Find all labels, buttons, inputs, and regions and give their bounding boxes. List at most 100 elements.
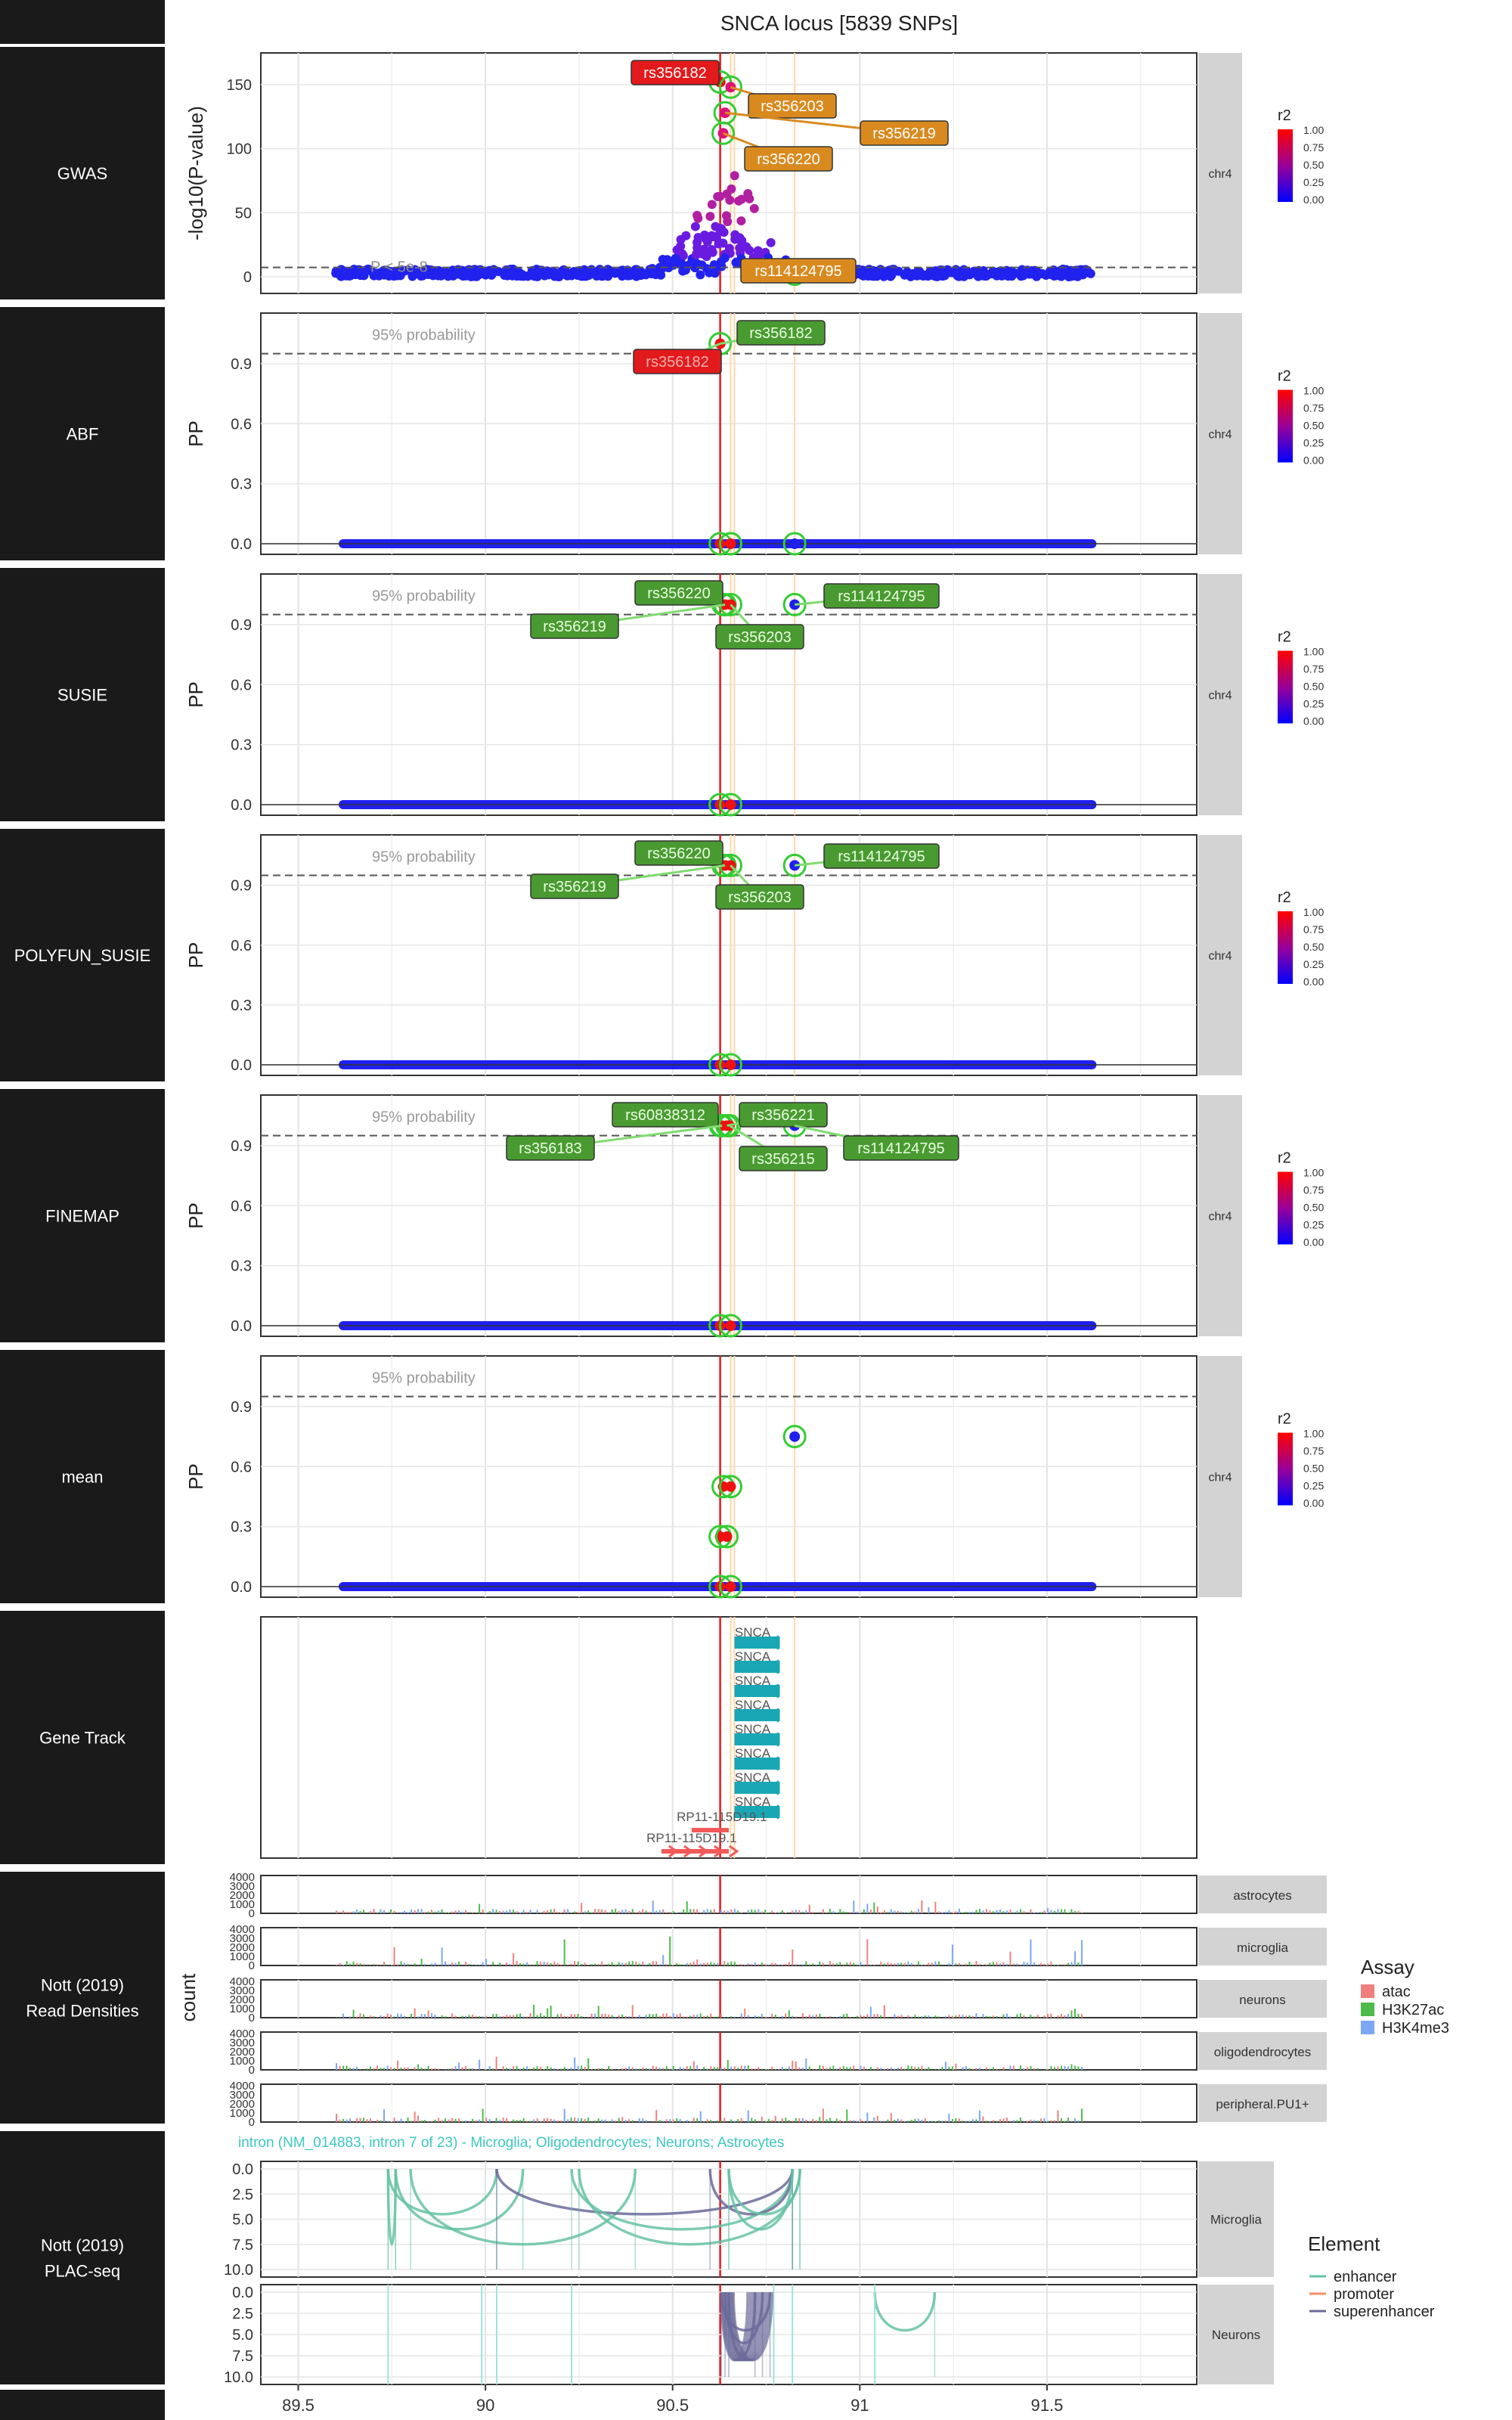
density-bar <box>921 1900 923 1913</box>
pp-threshold-annotation: 95% probability <box>372 1109 476 1126</box>
snp-label: rs356203 <box>761 98 823 115</box>
density-bar <box>1077 2120 1080 2122</box>
density-bar <box>1005 1963 1008 1965</box>
density-bar <box>767 2017 770 2018</box>
strand-arrow <box>767 1683 780 1699</box>
density-bar <box>910 2066 912 2070</box>
y-tick-label: 1000 <box>230 1898 255 1911</box>
density-bar <box>683 2121 685 2122</box>
interaction-arc <box>495 2168 794 2216</box>
credible-snp-point <box>789 1431 801 1442</box>
density-bar <box>655 2110 658 2122</box>
density-bar <box>887 2017 889 2018</box>
density-bar <box>937 1911 940 1913</box>
density-bar <box>1019 2118 1021 2122</box>
density-bar <box>342 2013 345 2018</box>
density-bar <box>495 2118 497 2122</box>
density-bar <box>536 1910 538 1913</box>
density-bar <box>628 2016 631 2018</box>
density-bar <box>370 1911 372 1913</box>
density-bar <box>710 1910 712 1913</box>
density-bar <box>513 1910 515 1913</box>
panel-plac-seq: intron (NM_014883, intron 7 of 23) - Mic… <box>224 2135 1274 2386</box>
snp-point <box>708 247 717 257</box>
density-bar <box>832 1911 835 1913</box>
density-bar <box>438 2068 440 2070</box>
density-bar <box>615 2017 617 2018</box>
density-bar <box>686 2016 688 2018</box>
facet-strip-label: chr4 <box>1208 950 1232 963</box>
density-bar <box>740 2013 742 2018</box>
density-bar <box>411 2013 413 2018</box>
density-bar <box>1005 1910 1008 1913</box>
density-bar <box>774 2069 776 2070</box>
density-bar <box>414 1910 416 1913</box>
density-bar <box>581 2015 583 2018</box>
density-bar <box>706 2015 708 2018</box>
density-bar <box>740 2065 742 2070</box>
y-tick-label: 0 <box>249 2012 255 2024</box>
density-bar <box>604 1910 606 1913</box>
density-bar <box>751 2118 753 2122</box>
density-bar <box>434 1911 436 1913</box>
density-bar <box>941 2067 943 2070</box>
density-bar <box>798 1910 801 1913</box>
density-bar <box>400 2118 402 2122</box>
density-bar <box>941 2121 943 2122</box>
density-bar <box>798 2118 801 2122</box>
density-bar <box>339 2119 341 2122</box>
density-bar <box>958 1963 960 1965</box>
density-bar <box>597 2006 600 2018</box>
snp-point <box>1003 271 1013 281</box>
density-bar <box>795 1910 797 1913</box>
density-bar <box>751 2068 753 2070</box>
density-bar <box>869 1909 872 1913</box>
density-bar <box>628 2066 631 2070</box>
track-strip <box>1198 2084 1327 2122</box>
density-bar <box>386 2121 389 2122</box>
credible-snp-ring <box>782 1425 807 1449</box>
density-bar <box>567 2119 569 2122</box>
density-bar <box>584 2118 586 2122</box>
gene-name: SNCA <box>735 1722 771 1736</box>
density-bar <box>373 1909 375 1913</box>
density-bar <box>819 2014 821 2018</box>
density-bar <box>465 2015 467 2018</box>
density-bar <box>985 1909 987 1913</box>
density-bar <box>1043 2118 1046 2122</box>
snp-label: rs356219 <box>872 126 935 142</box>
density-bar <box>808 2121 810 2122</box>
density-bar <box>638 1963 640 1965</box>
r2-legend-tick: 0.75 <box>1303 402 1324 414</box>
strand-arrow <box>767 1804 780 1820</box>
density-bar <box>713 1909 715 1913</box>
density-bar <box>873 1902 875 1913</box>
density-bar <box>618 1962 620 1965</box>
density-bar <box>1016 2014 1018 2018</box>
density-bar <box>458 1961 460 1965</box>
density-bar <box>373 1964 375 1965</box>
snp-point <box>384 266 394 276</box>
density-bar <box>608 1963 610 1965</box>
y-tick-label: 0.0 <box>231 536 252 553</box>
density-bar <box>536 2066 538 2070</box>
density-bar <box>513 1953 515 1965</box>
density-bar <box>985 2121 987 2122</box>
density-bar <box>992 1911 994 1913</box>
density-bar <box>934 2069 937 2070</box>
density-bar <box>808 2066 810 2070</box>
density-bar <box>917 1961 919 1965</box>
density-bar <box>482 2108 484 2122</box>
density-bar <box>819 1961 821 1965</box>
panel-read-densities: 01000200030004000astrocytes0100020003000… <box>177 1871 1327 2129</box>
density-bar <box>771 2066 773 2070</box>
density-bar <box>934 1901 937 1913</box>
density-bar <box>996 2068 998 2070</box>
density-bar <box>509 2121 511 2122</box>
density-bar <box>944 2016 947 2018</box>
density-bar <box>1050 2066 1052 2070</box>
density-bar <box>655 1910 658 1913</box>
density-bar <box>996 2121 998 2122</box>
density-bar <box>570 1963 572 1965</box>
density-bar <box>720 2014 722 2018</box>
